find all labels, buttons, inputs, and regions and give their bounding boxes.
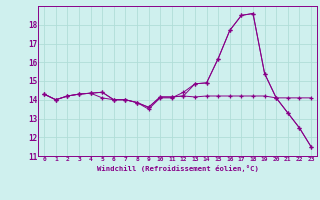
X-axis label: Windchill (Refroidissement éolien,°C): Windchill (Refroidissement éolien,°C)	[97, 165, 259, 172]
